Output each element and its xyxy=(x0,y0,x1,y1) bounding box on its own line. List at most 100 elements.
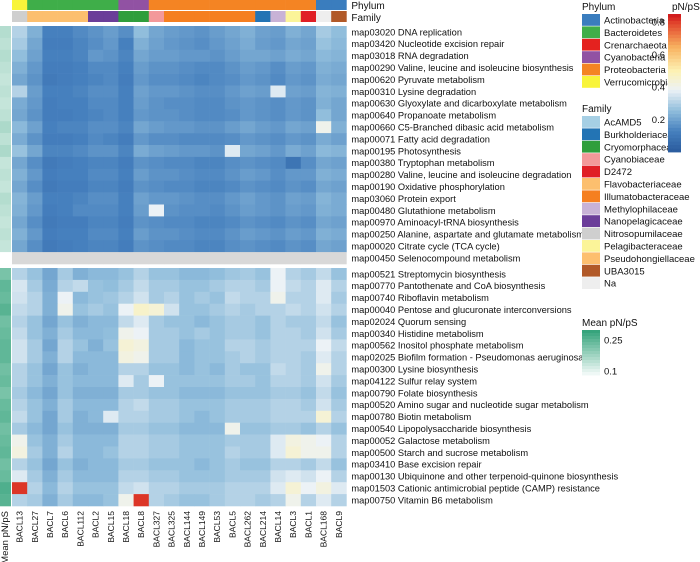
heatmap-cell xyxy=(27,303,43,316)
heatmap-cell xyxy=(103,351,119,364)
heatmap-cell xyxy=(255,204,271,217)
heatmap-cell xyxy=(209,410,226,423)
mean-pnps-cell xyxy=(0,168,11,181)
heatmap-cell xyxy=(224,133,241,146)
heatmap-cell xyxy=(133,145,150,158)
heatmap-cell xyxy=(57,156,74,170)
heatmap-cell xyxy=(148,398,165,412)
heatmap-cell xyxy=(331,494,347,507)
mean-pnps-cell xyxy=(0,133,11,146)
phylum-legend-label: Cyanobacteria xyxy=(604,53,666,64)
heatmap-cell xyxy=(331,434,347,447)
heatmap-cell xyxy=(88,26,104,39)
heatmap-cell xyxy=(255,410,271,423)
heatmap-cell xyxy=(331,446,347,459)
heatmap-cell xyxy=(300,434,317,447)
heatmap-cell xyxy=(103,303,119,316)
heatmap-cell xyxy=(316,85,332,98)
colorbar-gradient-step xyxy=(668,103,681,108)
heatmap-cell xyxy=(57,192,74,205)
phylum-cell xyxy=(42,0,58,10)
heatmap-cell xyxy=(148,73,165,86)
heatmap-cell xyxy=(12,375,28,388)
heatmap-cell xyxy=(209,156,226,170)
heatmap-cell xyxy=(42,339,58,352)
heatmap-cell xyxy=(179,315,195,328)
heatmap-cell xyxy=(27,37,43,51)
heatmap-cell xyxy=(255,216,271,229)
heatmap-cell xyxy=(103,37,119,51)
heatmap-cell xyxy=(72,61,89,74)
heatmap-cell xyxy=(133,180,150,193)
heatmap-cell xyxy=(209,228,226,241)
heatmap-cell xyxy=(88,387,104,400)
heatmap-cell xyxy=(224,375,241,388)
heatmap-cell xyxy=(270,422,286,435)
heatmap-cell xyxy=(148,61,165,74)
heatmap-cell xyxy=(42,252,58,265)
heatmap-cell xyxy=(148,494,165,507)
phylum-cell xyxy=(240,0,256,10)
heatmap-cell xyxy=(88,85,104,98)
heatmap-cell xyxy=(164,470,180,483)
heatmap-cell xyxy=(316,26,332,39)
heatmap-cell xyxy=(72,145,89,158)
row-label: map03018 RNA degradation xyxy=(351,51,468,61)
heatmap-cell xyxy=(224,458,241,471)
row-label: map00280 Valine, leucine and isoleucine … xyxy=(351,170,571,180)
heatmap-cell xyxy=(88,204,104,217)
heatmap-cell xyxy=(12,410,28,423)
heatmap-cell xyxy=(194,398,210,412)
mean-pnps-cell xyxy=(0,410,11,423)
heatmap-cell xyxy=(270,192,286,205)
family-cell xyxy=(194,11,210,22)
heatmap-cell xyxy=(209,204,226,217)
phylum-cell xyxy=(27,0,43,10)
heatmap-cell xyxy=(331,268,347,281)
heatmap-cell xyxy=(148,216,165,229)
family-legend-swatch xyxy=(582,215,600,227)
heatmap-cell xyxy=(194,279,210,293)
heatmap-cell xyxy=(300,387,317,400)
heatmap-cell xyxy=(164,422,180,435)
mean-pnps-cell xyxy=(0,97,11,110)
heatmap-cell xyxy=(285,168,302,181)
heatmap-cell xyxy=(27,434,43,447)
heatmap-cell xyxy=(118,422,134,435)
heatmap-cell xyxy=(42,268,58,281)
heatmap-cell xyxy=(12,49,28,62)
heatmap-cell xyxy=(133,446,150,459)
heatmap-cell xyxy=(148,339,165,352)
family-legend-swatch xyxy=(582,178,600,190)
mean-pnps-cell xyxy=(0,494,11,507)
heatmap-cell xyxy=(88,291,104,304)
heatmap-cell xyxy=(331,109,347,122)
heatmap-cell xyxy=(285,49,302,62)
colorbar-gradient-step xyxy=(668,72,681,77)
family-legend-title: Family xyxy=(582,104,611,115)
heatmap-cell xyxy=(118,109,134,122)
heatmap-cell xyxy=(224,85,241,98)
mean-legend-tick-label: 0.25 xyxy=(604,336,623,347)
heatmap-cell xyxy=(270,168,286,181)
heatmap-cell xyxy=(224,387,241,400)
family-cell xyxy=(103,11,119,22)
heatmap-cell xyxy=(224,291,241,304)
heatmap-cell xyxy=(42,85,58,98)
heatmap-cell xyxy=(179,240,195,253)
family-cell xyxy=(72,11,89,22)
heatmap-cell xyxy=(255,228,271,241)
heatmap-cell xyxy=(285,279,302,293)
heatmap-cell xyxy=(270,303,286,316)
row-label: map04122 Sulfur relay system xyxy=(351,376,477,386)
heatmap-cell xyxy=(42,482,58,495)
heatmap-cell xyxy=(194,156,210,170)
heatmap-cell xyxy=(209,351,226,364)
heatmap-cell xyxy=(148,351,165,364)
heatmap-cell xyxy=(179,494,195,507)
heatmap-cell xyxy=(270,85,286,98)
heatmap-cell xyxy=(255,363,271,376)
colorbar-gradient-step xyxy=(668,89,681,94)
heatmap-cell xyxy=(194,97,210,110)
mean-pnps-cell xyxy=(0,216,11,229)
